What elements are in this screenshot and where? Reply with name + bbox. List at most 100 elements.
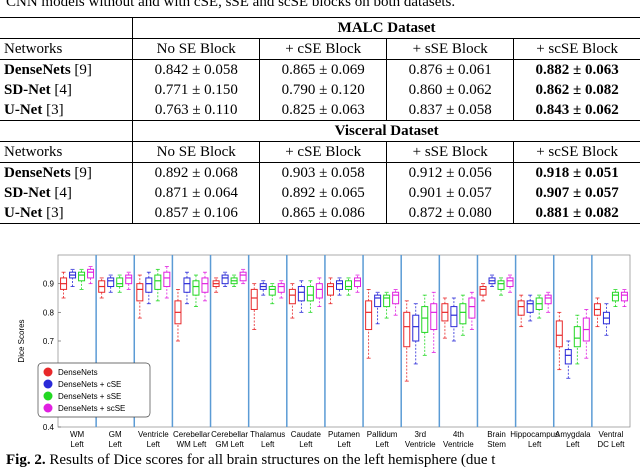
box	[345, 277, 352, 296]
box	[230, 274, 238, 287]
box-body	[354, 277, 361, 288]
box-body	[315, 283, 323, 299]
network-ref: [4]	[54, 184, 72, 201]
legend-swatch	[43, 367, 53, 377]
plot-area	[57, 254, 631, 428]
box-body	[125, 274, 133, 285]
box	[183, 271, 191, 305]
value-cell: 0.865 ± 0.086	[259, 203, 387, 224]
box	[506, 274, 514, 293]
network-name: U-Net	[4, 204, 43, 221]
box-body	[239, 271, 247, 282]
box	[403, 300, 411, 382]
value-cell: 0.882 ± 0.063	[513, 59, 640, 80]
network-cell: DenseNets [9]	[0, 60, 133, 81]
value-cell: 0.871 ± 0.064	[132, 183, 260, 203]
value-cell: 0.892 ± 0.068	[132, 162, 260, 183]
value-cell: 0.865 ± 0.069	[259, 59, 387, 80]
box	[174, 289, 182, 342]
x-tick-label: Putamen	[328, 430, 360, 439]
y-tick-label: 0.8	[43, 308, 55, 317]
x-tick-label: Caudate	[291, 430, 322, 439]
value-cell: 0.837 ± 0.058	[386, 100, 514, 121]
box	[60, 271, 68, 299]
box-body	[421, 306, 429, 333]
y-tick-label: 0.7	[43, 337, 55, 346]
box	[450, 297, 458, 342]
value-cell: 0.825 ± 0.063	[259, 100, 387, 121]
box	[441, 297, 449, 339]
box	[421, 294, 429, 356]
box-body	[403, 311, 411, 348]
box-body	[221, 274, 229, 285]
header-cell: + cSE Block	[259, 38, 387, 60]
section-title: MALC Dataset	[132, 17, 640, 39]
y-tick-label: 0.9	[43, 280, 55, 289]
x-tick-label: DC Left	[597, 440, 625, 449]
box-body	[297, 286, 305, 302]
network-cell: SD-Net [4]	[0, 80, 133, 100]
value-cell: 0.881 ± 0.082	[513, 203, 640, 224]
legend-label: DenseNets + cSE	[58, 380, 121, 389]
network-ref: [9]	[74, 61, 92, 78]
box	[479, 283, 487, 302]
box-body	[412, 314, 420, 342]
box-body	[345, 280, 352, 290]
value-cell: 0.790 ± 0.120	[259, 80, 387, 100]
x-tick-label: 3rd	[414, 430, 426, 439]
x-tick-label: Ventral	[598, 430, 623, 439]
y-tick-label: 0.4	[43, 423, 55, 432]
box	[468, 291, 476, 330]
value-cell: 0.771 ± 0.150	[132, 80, 260, 100]
box	[336, 277, 343, 296]
value-cell: 0.860 ± 0.062	[386, 80, 514, 100]
data-row: U-Net [3] 0.763 ± 0.110 0.825 ± 0.063 0.837…	[0, 100, 640, 121]
box	[383, 291, 391, 319]
box-body	[620, 291, 628, 302]
x-tick-label: GM	[109, 430, 122, 439]
figure-caption: Fig. 2. Results of Dice scores for all b…	[6, 452, 495, 469]
results-table: MALC Dataset Networks No SE Block + cSE Blo…	[0, 17, 640, 224]
network-cell: DenseNets [9]	[0, 163, 133, 184]
header-cell: + sSE Block	[386, 141, 514, 163]
x-tick-label: Hippocampus	[510, 430, 559, 439]
box	[87, 266, 95, 285]
box-body	[365, 300, 373, 331]
data-row: DenseNets [9] 0.892 ± 0.068 0.903 ± 0.058 0…	[0, 162, 640, 184]
network-cell: U-Net [3]	[0, 203, 133, 224]
x-tick-label: Stem	[487, 440, 506, 449]
value-cell: 0.918 ± 0.051	[513, 162, 640, 183]
box-body	[450, 306, 458, 328]
box-body	[78, 271, 86, 282]
x-tick-label: Brain	[487, 430, 506, 439]
box-body	[306, 286, 314, 302]
box	[192, 274, 200, 307]
box	[277, 280, 285, 299]
network-name: SD-Net	[4, 81, 51, 98]
box-body	[517, 300, 525, 316]
header-cell: No SE Block	[132, 141, 260, 163]
legend-label: DenseNets + sSE	[58, 392, 121, 401]
data-row: SD-Net [4] 0.871 ± 0.064 0.892 ± 0.065 0.90…	[0, 183, 640, 203]
box-body	[383, 294, 391, 308]
box	[430, 291, 438, 353]
value-cell: 0.912 ± 0.056	[386, 162, 514, 183]
network-name: DenseNets	[4, 61, 71, 78]
header-cell: + sSE Block	[386, 38, 514, 60]
box-body	[268, 286, 276, 296]
box	[535, 294, 543, 319]
box-body	[288, 288, 296, 305]
box-body	[154, 274, 162, 290]
network-name: DenseNets	[4, 164, 71, 181]
y-axis-label: Dice Scores	[17, 319, 26, 362]
box	[497, 277, 505, 296]
box	[145, 271, 153, 305]
network-name: SD-Net	[4, 184, 51, 201]
value-cell: 0.843 ± 0.062	[513, 100, 640, 121]
network-ref: [4]	[54, 81, 72, 98]
box	[354, 274, 361, 293]
box	[582, 309, 590, 359]
box-body	[544, 294, 552, 305]
